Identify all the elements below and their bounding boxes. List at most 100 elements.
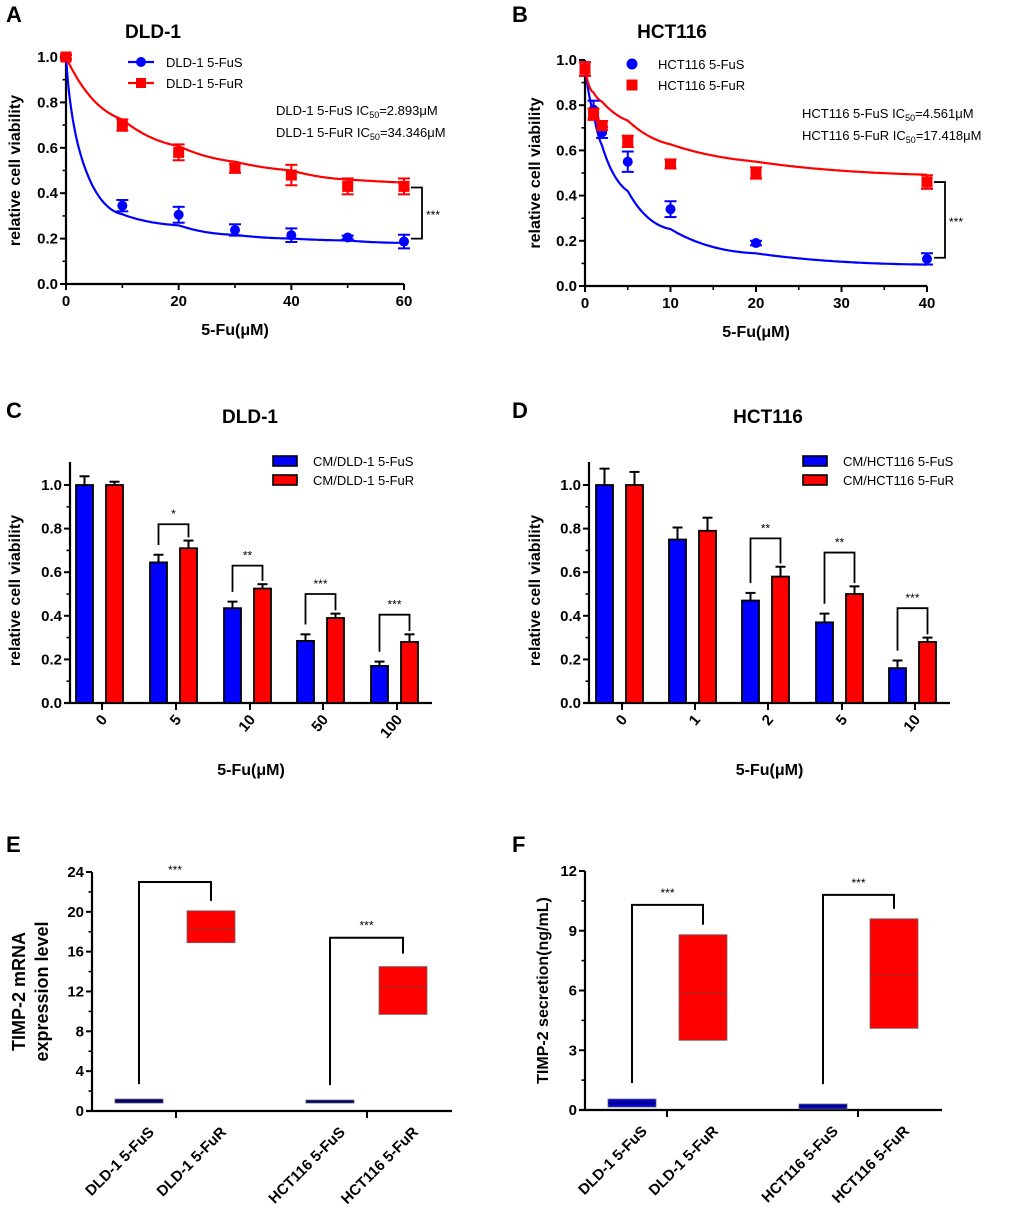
bar-fur [179, 547, 198, 704]
ic50-prefix: HCT116 5-FuS IC [802, 106, 905, 121]
box-fur [186, 910, 236, 944]
x-tick-label: 30 [833, 295, 850, 312]
data-point-square [136, 78, 146, 88]
bar-fur [253, 587, 272, 704]
y-tick-label: 1.0 [560, 477, 581, 494]
y-tick-label: 0.6 [41, 564, 62, 581]
significance-bracket [157, 523, 190, 545]
y-tick-label: 12 [560, 863, 577, 880]
x-tick-label: 10 [235, 712, 259, 736]
box-fur [378, 966, 428, 1015]
y-tick-label: 0.0 [41, 695, 62, 712]
bar-fur [400, 641, 419, 704]
y-tick-label: 9 [569, 923, 577, 940]
y-tick-label: 0.4 [556, 188, 578, 205]
bar-fur [845, 593, 864, 704]
panel-letter: F [512, 832, 525, 857]
data-point-square [60, 51, 72, 63]
data-point-circle [622, 156, 633, 167]
chart-title: HCT116 [637, 22, 707, 43]
data-point-square [596, 120, 608, 132]
y-tick-label: 0.2 [560, 651, 581, 668]
y-tick-label: 0.6 [560, 564, 581, 581]
x-tick-label: 40 [283, 293, 300, 310]
panel-letter: A [6, 2, 22, 27]
y-axis-label: relative cell viability [527, 515, 544, 666]
x-tick-label: HCT116 5-FuS [265, 1124, 348, 1207]
ic50-prefix: HCT116 5-FuR IC [802, 128, 906, 143]
significance-label: *** [426, 208, 440, 222]
bar-fur [698, 529, 717, 704]
ic50-subscript: 50 [369, 110, 379, 120]
significance-label: *** [660, 886, 674, 900]
y-axis-label: relative cell viability [527, 97, 544, 248]
x-tick-label: 100 [377, 712, 406, 742]
ic50-annotation: DLD-1 5-FuR IC50=34.346μM [276, 125, 446, 142]
legend-swatch [802, 455, 828, 467]
data-point-square [342, 180, 354, 192]
ic50-suffix: =34.346μM [380, 125, 446, 140]
y-tick-label: 3 [569, 1042, 577, 1059]
significance-label: *** [313, 577, 327, 591]
x-tick-label: 5 [833, 712, 851, 729]
bar-fus [75, 484, 94, 704]
legend-label: CM/HCT116 5-FuR [843, 473, 954, 488]
data-point-square [285, 169, 297, 181]
chart-title: DLD-1 [125, 22, 181, 43]
bar-fus [888, 667, 907, 704]
box-fur [869, 918, 919, 1029]
y-tick-label: 0.2 [556, 233, 577, 250]
ic50-annotation: HCT116 5-FuR IC50=17.418μM [802, 128, 982, 145]
bar-fus [370, 665, 389, 704]
significance-bracket [631, 903, 704, 1084]
y-tick-label: 8 [76, 1023, 84, 1040]
legend-swatch [272, 474, 298, 486]
significance-label: ** [835, 536, 845, 550]
data-point-square [750, 167, 762, 179]
y-tick-label: 0.4 [560, 608, 582, 625]
panel-a: A DLD-1 0.0 0.2 0.4 0.6 0.8 1.0 0 20 40 60 5-Fu(μM) r… [6, 2, 446, 339]
x-tick-label: 60 [396, 293, 413, 310]
y-tick-label: 0.4 [37, 185, 59, 202]
y-axis-label: expression level [32, 921, 52, 1061]
y-tick-label: 0 [76, 1103, 84, 1120]
ic50-suffix: =17.418μM [916, 128, 982, 143]
data-point-circle [399, 236, 409, 247]
data-point-circle [286, 230, 297, 241]
significance-label: *** [168, 863, 182, 877]
x-tick-label: HCT116 5-FuR [338, 1124, 422, 1208]
significance-label: ** [243, 549, 253, 563]
significance-bracket [138, 880, 212, 1085]
legend-label: CM/DLD-1 5-FuS [313, 454, 414, 469]
ic50-subscript: 50 [905, 113, 915, 123]
bar-fur [326, 617, 345, 704]
y-axis-label: TIMP-2 mRNA [9, 932, 29, 1051]
y-tick-label: 24 [67, 864, 84, 881]
y-tick-label: 0.2 [37, 231, 58, 248]
significance-bracket [896, 607, 929, 651]
fit-curve-fur [583, 68, 927, 176]
y-tick-label: 0.0 [560, 695, 581, 712]
panel-letter: C [6, 398, 22, 423]
significance-bracket [822, 893, 895, 1085]
y-tick-label: 0.0 [556, 278, 577, 295]
x-tick-label: DLD-1 5-FuR [646, 1123, 722, 1199]
y-tick-label: 0.8 [37, 94, 58, 111]
panel-letter: E [6, 832, 21, 857]
x-tick-label: 0 [581, 295, 589, 312]
x-tick-label: 10 [662, 295, 679, 312]
legend-label: DLD-1 5-FuR [166, 76, 243, 91]
significance-label: *** [387, 598, 401, 612]
data-point-circle [136, 57, 146, 67]
significance-label: ** [761, 521, 771, 535]
data-point-circle [173, 209, 184, 220]
bar-fur [771, 575, 790, 704]
y-axis-label: relative cell viability [7, 95, 24, 246]
x-tick-label: 20 [170, 293, 187, 310]
data-point-square [229, 162, 241, 174]
x-tick-label: 0 [62, 293, 70, 310]
chart-title: DLD-1 [222, 407, 278, 428]
bar-fus [223, 607, 242, 704]
